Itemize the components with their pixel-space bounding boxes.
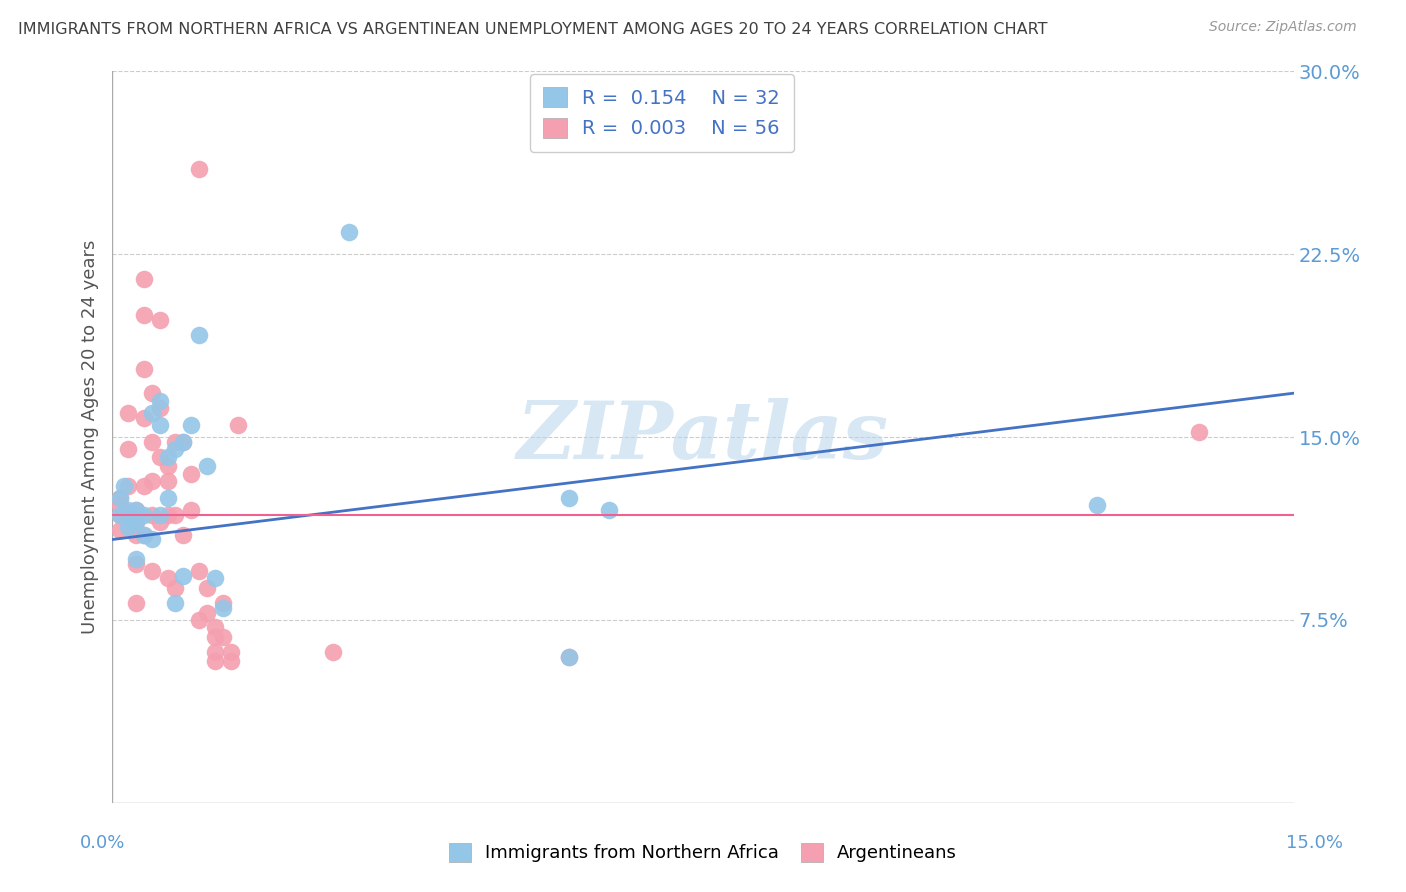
Point [180,503,202,517]
Point [125,503,148,517]
Point [188,613,211,627]
Point [337,225,360,239]
Point [117,479,139,493]
Point [125,552,148,566]
Point [112,479,135,493]
Legend: R =  0.154    N = 32, R =  0.003    N = 56: R = 0.154 N = 32, R = 0.003 N = 56 [530,74,793,152]
Point [132,271,155,285]
Point [121,516,143,530]
Point [141,434,163,449]
Point [141,474,163,488]
Point [117,442,139,457]
Point [110,491,132,505]
Point [195,606,218,620]
Point [322,645,344,659]
Point [125,527,148,541]
Point [211,596,233,610]
Text: 15.0%: 15.0% [1286,834,1343,852]
Point [156,508,179,522]
Point [132,308,155,322]
Point [188,327,211,342]
Point [110,508,132,522]
Point [117,508,139,522]
Text: Source: ZipAtlas.com: Source: ZipAtlas.com [1209,20,1357,34]
Point [149,516,172,530]
Point [141,508,163,522]
Point [156,491,179,505]
Point [228,417,250,432]
Point [558,649,581,664]
Point [132,410,155,425]
Point [156,474,179,488]
Point [558,491,581,505]
Point [204,620,226,634]
Point [1085,499,1108,513]
Point [149,508,172,522]
Point [132,527,155,541]
Point [195,459,218,474]
Point [132,479,155,493]
Point [132,361,155,376]
Point [558,649,581,664]
Point [172,527,194,541]
Point [149,393,172,408]
Point [165,596,187,610]
Point [1188,425,1211,440]
Point [188,564,211,578]
Point [110,491,132,505]
Point [165,434,187,449]
Point [180,467,202,481]
Point [219,654,242,668]
Point [149,450,172,464]
Point [125,557,148,571]
Point [195,581,218,595]
Point [141,533,163,547]
Y-axis label: Unemployment Among Ages 20 to 24 years: Unemployment Among Ages 20 to 24 years [80,240,98,634]
Point [117,503,139,517]
Text: ZIPatlas: ZIPatlas [517,399,889,475]
Point [204,645,226,659]
Point [149,401,172,415]
Point [149,313,172,327]
Point [125,503,148,517]
Point [180,417,202,432]
Point [132,527,155,541]
Point [125,516,148,530]
Point [141,564,163,578]
Point [110,499,132,513]
Point [165,581,187,595]
Point [165,508,187,522]
Point [211,600,233,615]
Point [141,406,163,420]
Point [204,572,226,586]
Point [172,434,194,449]
Point [156,572,179,586]
Point [117,520,139,534]
Text: 0.0%: 0.0% [80,834,125,852]
Point [125,516,148,530]
Point [125,596,148,610]
Legend: Immigrants from Northern Africa, Argentineans: Immigrants from Northern Africa, Argenti… [441,836,965,870]
Point [204,654,226,668]
Point [204,630,226,644]
Point [165,442,187,457]
Point [110,508,132,522]
Point [219,645,242,659]
Point [110,523,132,537]
Point [172,434,194,449]
Point [149,417,172,432]
Point [156,450,179,464]
Point [117,406,139,420]
Point [211,630,233,644]
Point [188,161,211,176]
Point [598,503,620,517]
Text: IMMIGRANTS FROM NORTHERN AFRICA VS ARGENTINEAN UNEMPLOYMENT AMONG AGES 20 TO 24 : IMMIGRANTS FROM NORTHERN AFRICA VS ARGEN… [18,22,1047,37]
Point [156,459,179,474]
Point [132,508,155,522]
Point [172,569,194,583]
Point [141,386,163,401]
